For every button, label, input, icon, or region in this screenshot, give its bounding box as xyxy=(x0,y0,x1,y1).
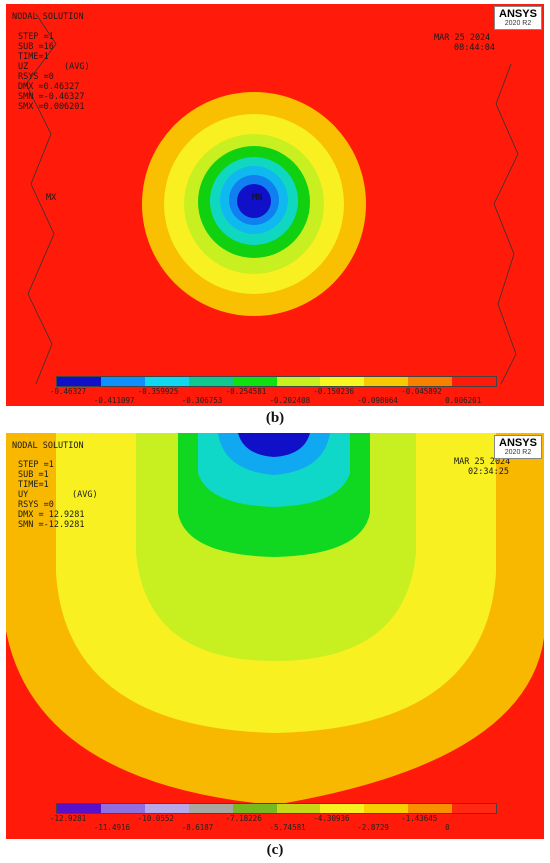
contour-plot-c: NODAL SOLUTION STEP =1 SUB =1 TIME=1 UY … xyxy=(6,433,544,839)
legend-swatch xyxy=(144,804,189,813)
time-text: TIME=1 xyxy=(18,480,49,490)
legend-swatch xyxy=(320,804,365,813)
legend-label-top: -10.0552 xyxy=(137,814,174,823)
ansys-logo: ANSYS 2020 R2 xyxy=(494,435,542,459)
legend-label-top: -7.18226 xyxy=(225,814,262,823)
legend-swatch xyxy=(408,377,453,386)
legend-label-top: -0.359925 xyxy=(137,387,179,396)
legend-label-bottom: -11.4916 xyxy=(93,823,131,832)
legend-swatch xyxy=(364,377,409,386)
contour-plot-b: NODAL SOLUTION STEP =1 SUB =16 TIME=1 UZ… xyxy=(6,4,544,406)
header-text: NODAL SOLUTION xyxy=(12,441,84,451)
avg-text: (AVG) xyxy=(64,62,90,72)
mesh-edge-right xyxy=(493,63,519,385)
caption-c: (c) xyxy=(266,842,284,858)
dmx-text: DMX =0.46327 xyxy=(18,82,80,92)
legend-label-bottom: -2.8729 xyxy=(357,823,389,832)
rsys-text: RSYS =0 xyxy=(18,500,54,510)
legend-swatch xyxy=(232,377,277,386)
legend-label-bottom: -5.74581 xyxy=(269,823,306,832)
mx-label: MX xyxy=(46,193,57,203)
legend-swatch xyxy=(57,804,101,813)
legend-swatch xyxy=(188,804,233,813)
legend-label-top: -12.9281 xyxy=(50,814,87,823)
ansys-logo: ANSYS 2020 R2 xyxy=(494,6,542,30)
contour-rings-b xyxy=(25,13,519,385)
legend-swatch xyxy=(188,377,233,386)
date-text: MAR 25 2024 xyxy=(454,457,511,467)
legend-swatch xyxy=(100,804,145,813)
legend-swatch xyxy=(452,377,497,386)
avg-text: (AVG) xyxy=(72,490,98,500)
legend-label-bottom: 0 xyxy=(445,823,450,832)
step-text: STEP =1 xyxy=(18,32,54,42)
sub-text: SUB =1 xyxy=(18,470,49,480)
legend-swatch xyxy=(320,377,365,386)
legend-swatch xyxy=(364,804,409,813)
legend-label-top: -0.46327 xyxy=(50,387,87,396)
legend-label-top: -0.045892 xyxy=(401,387,442,396)
legend-label-top: -4.30936 xyxy=(313,814,350,823)
mn-label: MN xyxy=(252,193,263,203)
legend-label-top: -0.150236 xyxy=(313,387,355,396)
legend-swatch xyxy=(232,804,277,813)
legend-swatch xyxy=(408,804,453,813)
mesh-edge-left xyxy=(25,13,57,385)
legend-swatch xyxy=(144,377,189,386)
sub-text: SUB =16 xyxy=(18,42,54,52)
legend-label-bottom: -0.098064 xyxy=(357,396,398,405)
caption-b: (b) xyxy=(265,410,285,426)
legend-swatch xyxy=(276,377,321,386)
contour-bands-c xyxy=(6,433,544,805)
rsys-text: RSYS =0 xyxy=(18,72,54,82)
date-text: MAR 25 2024 xyxy=(434,33,491,43)
legend-label-bottom: -0.306753 xyxy=(181,396,223,405)
ring-8 xyxy=(237,184,271,218)
color-legend-b xyxy=(56,376,497,387)
dmx-text: DMX = 12.9281 xyxy=(18,510,85,520)
legend-label-bottom: -8.6187 xyxy=(181,823,214,832)
smn-text: SMN =-12.9281 xyxy=(18,520,85,530)
legend-swatch xyxy=(100,377,145,386)
legend-swatch xyxy=(452,804,497,813)
smn-text: SMN =-0.46327 xyxy=(18,92,85,102)
legend-label-top: -0.254581 xyxy=(225,387,267,396)
smx-text: SMX =0.006201 xyxy=(18,102,85,112)
clock-text: 08:44:04 xyxy=(454,43,495,53)
legend-swatch xyxy=(57,377,101,386)
variable-text: UY xyxy=(18,490,29,500)
band-blue xyxy=(238,433,310,457)
legend-label-bottom: -0.202408 xyxy=(269,396,311,405)
legend-swatch xyxy=(276,804,321,813)
legend-label-bottom: -0.411097 xyxy=(93,396,135,405)
step-text: STEP =1 xyxy=(18,460,54,470)
clock-text: 02:34:25 xyxy=(468,467,509,477)
time-text: TIME=1 xyxy=(18,52,49,62)
header-text: NODAL SOLUTION xyxy=(12,12,84,22)
color-legend-c xyxy=(56,803,497,814)
legend-label-bottom: 0.006201 xyxy=(445,396,482,405)
variable-text: UZ xyxy=(18,62,29,72)
legend-label-top: -1.43645 xyxy=(401,814,438,823)
